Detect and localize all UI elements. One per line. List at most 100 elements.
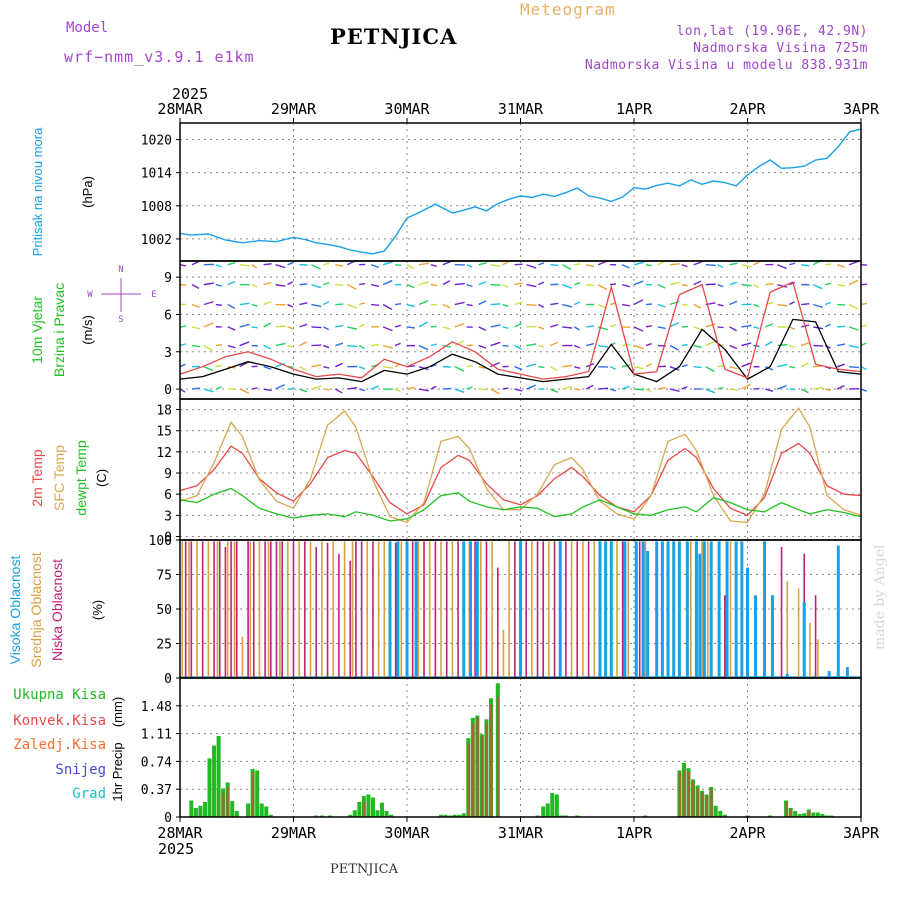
precip-total-bar bbox=[541, 806, 546, 817]
wind-arrow bbox=[836, 385, 845, 390]
wind-arrow bbox=[610, 283, 617, 286]
wind-gust-line bbox=[179, 281, 862, 380]
precip-conv-bar bbox=[807, 810, 811, 817]
wind-arrow bbox=[645, 324, 652, 328]
wind-arrow bbox=[812, 283, 823, 290]
precip-total-bar bbox=[745, 815, 750, 817]
wind-arrow bbox=[227, 261, 236, 266]
wind-arrow bbox=[406, 386, 415, 390]
precip-conv-bar bbox=[710, 788, 713, 817]
wind-arrow bbox=[574, 388, 581, 391]
wind-arrow bbox=[418, 300, 429, 306]
wind-arrow bbox=[502, 261, 509, 266]
wind-arrow bbox=[609, 366, 616, 370]
wind-arrow bbox=[836, 283, 846, 287]
wind-arrow bbox=[741, 342, 752, 347]
wind-arrow bbox=[490, 361, 500, 368]
precip-conv-bar bbox=[485, 723, 488, 817]
wind-arrow bbox=[801, 302, 810, 306]
wind-arrow bbox=[693, 280, 702, 286]
wind-arrow bbox=[848, 326, 859, 331]
frame-layer bbox=[176, 118, 862, 822]
wind-arrow bbox=[633, 280, 644, 286]
precip-total-bar bbox=[545, 803, 550, 817]
wind-arrow bbox=[323, 282, 330, 286]
precip-conv-bar bbox=[226, 786, 230, 817]
wind-arrow bbox=[693, 261, 702, 266]
wind-arrow bbox=[848, 260, 859, 266]
wind-arrow bbox=[442, 261, 451, 266]
wind-arrow bbox=[323, 326, 330, 331]
wind-arrow bbox=[478, 281, 487, 286]
wind-axis-title-2: Brzina i Pravac bbox=[51, 283, 67, 377]
wind-arrow bbox=[466, 364, 473, 368]
wind-arrow bbox=[478, 326, 487, 332]
x-tick-label-bottom: 28MAR bbox=[157, 824, 203, 842]
wind-arrow bbox=[550, 302, 559, 306]
wind-arrow bbox=[466, 303, 473, 307]
wind-arrow bbox=[681, 343, 688, 347]
wind-arrow bbox=[669, 281, 680, 286]
wind-arrow bbox=[681, 385, 688, 390]
wind-arrow bbox=[275, 283, 286, 287]
temp-axis-title-sfc: SFC Temp bbox=[51, 445, 67, 511]
precip-total-bar bbox=[563, 815, 568, 817]
wind-arrow bbox=[514, 344, 522, 350]
precip-total-bar bbox=[268, 814, 273, 817]
precip-conv-bar bbox=[692, 780, 695, 817]
wind-arrow bbox=[251, 264, 258, 269]
cloud-axis-title-high: Visoka Oblacnost bbox=[7, 556, 23, 665]
wind-arrow bbox=[717, 386, 724, 390]
wind-arrow bbox=[765, 282, 774, 286]
x-tick-label-top: 1APR bbox=[616, 100, 653, 118]
wind-arrow bbox=[203, 322, 214, 328]
precip-conv-bar bbox=[701, 792, 704, 817]
wind-arrow bbox=[418, 344, 429, 351]
wind-arrow bbox=[299, 341, 307, 347]
wind-arrow bbox=[645, 342, 652, 347]
precip-total-bar bbox=[820, 813, 825, 817]
precip-conv-bar bbox=[696, 788, 700, 817]
wind-arrow bbox=[394, 388, 401, 393]
wind-arrow bbox=[478, 262, 487, 266]
wind-arrow bbox=[837, 325, 846, 328]
precip-total-bar bbox=[255, 770, 260, 817]
wind-arrow bbox=[729, 281, 738, 286]
precip-conv-bar bbox=[480, 735, 484, 817]
precip-conv-bar bbox=[705, 795, 709, 817]
wind-arrow bbox=[299, 323, 308, 328]
cloud-axis-title-low: Niska Oblacnost bbox=[49, 559, 65, 661]
compass-north: N bbox=[118, 265, 123, 275]
wind-arrow bbox=[466, 386, 473, 390]
precip-total-bar bbox=[718, 810, 723, 817]
wind-arrow bbox=[717, 283, 724, 288]
wind-arrow bbox=[562, 283, 572, 289]
wind-arrow bbox=[669, 321, 680, 328]
wind-arrow bbox=[359, 388, 366, 392]
wind-arrow bbox=[550, 264, 559, 267]
precip-conv-bar bbox=[496, 696, 500, 817]
wind-arrow bbox=[239, 361, 249, 368]
precip-legend-item: Snijeg bbox=[55, 762, 106, 778]
wind-arrow bbox=[836, 343, 846, 347]
wind-arrow bbox=[777, 343, 788, 347]
wind-arrow bbox=[454, 301, 465, 306]
x-tick-label-bottom: 31MAR bbox=[498, 824, 544, 842]
wind-arrow bbox=[406, 283, 415, 289]
wind-arrow bbox=[430, 283, 437, 287]
wind-arrow bbox=[359, 302, 366, 306]
wind-arrow bbox=[490, 264, 501, 268]
station-title: PETNJICA bbox=[330, 24, 458, 49]
precip-conv-bar bbox=[489, 704, 493, 817]
wind-arrow bbox=[550, 388, 559, 393]
y-tick-label: 1020 bbox=[141, 134, 172, 149]
wind-arrow bbox=[335, 342, 344, 347]
wind-arrow bbox=[502, 303, 509, 308]
wind-arrow bbox=[275, 325, 286, 328]
precip-total-bar bbox=[375, 810, 380, 817]
wind-arrow bbox=[382, 326, 393, 332]
cloud-unit: (%) bbox=[90, 600, 105, 620]
y-tick-label: 6 bbox=[164, 308, 172, 323]
precip-conv-bar bbox=[789, 809, 793, 817]
wind-arrow bbox=[215, 264, 222, 268]
